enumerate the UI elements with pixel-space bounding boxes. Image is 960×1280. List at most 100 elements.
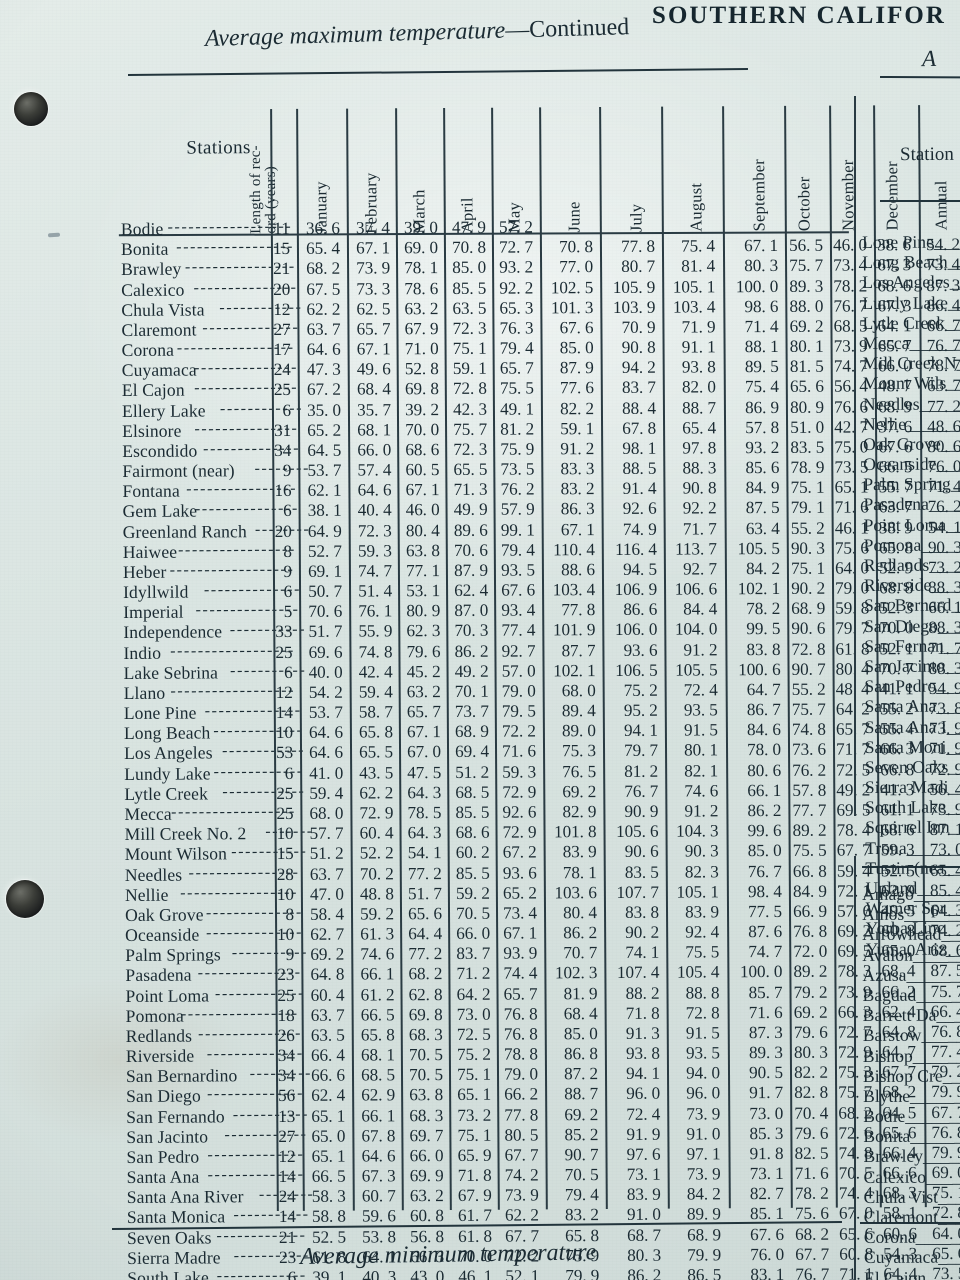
cell-value: 65. 4 bbox=[682, 418, 717, 438]
cell-value: 100. 6 bbox=[738, 659, 781, 680]
cell-value: 72. 2 bbox=[501, 721, 536, 741]
cell-value: 70. 2 bbox=[359, 863, 394, 884]
cell-value: 66. 0 bbox=[456, 923, 491, 943]
cell-value: 76. 5 bbox=[562, 761, 597, 781]
station-name: Corona bbox=[121, 339, 175, 361]
running-head: SOUTHERN CALIFOR bbox=[651, 2, 946, 29]
cell-value: 82. 7 bbox=[749, 1184, 784, 1204]
cell-value: 104. 3 bbox=[676, 821, 719, 841]
cell-value: 64. 6 bbox=[306, 339, 341, 359]
cell-value: 51. 7 bbox=[407, 883, 442, 903]
cell-value: 91. 8 bbox=[749, 1143, 784, 1164]
cell-value: 64. 6 bbox=[357, 480, 392, 500]
cell-value: 67. 1 bbox=[744, 236, 779, 256]
caption-right-fragment: A bbox=[921, 45, 937, 72]
cell-value: 73. 2 bbox=[457, 1105, 492, 1125]
cell-value: 105. 4 bbox=[676, 962, 720, 982]
cell-value: 54. 2 bbox=[308, 682, 343, 702]
cell-value: 105. 1 bbox=[672, 276, 716, 297]
cell-value: 71. 8 bbox=[625, 1003, 660, 1023]
cell-value: 73. 4 bbox=[503, 903, 538, 923]
cell-value: 68. 6 bbox=[405, 439, 440, 460]
cell-value: 92. 7 bbox=[501, 641, 536, 661]
cell-value: 79. 5 bbox=[501, 701, 536, 721]
cell-value: 73. 1 bbox=[749, 1164, 784, 1184]
cell-value: 70. 5 bbox=[456, 903, 491, 923]
cell-value: 75. 1 bbox=[790, 558, 825, 578]
leader-dots: ----------- bbox=[230, 661, 307, 680]
cell-value: 24 bbox=[278, 1187, 296, 1207]
cell-value: 74. 8 bbox=[791, 719, 826, 740]
cell-value: 84. 9 bbox=[745, 478, 780, 498]
cell-value: 105. 9 bbox=[612, 277, 656, 297]
cell-value: 39. 0 bbox=[403, 218, 438, 238]
side-station-row: San Fernan___ bbox=[864, 635, 960, 656]
cell-value: 73. 9 bbox=[504, 1185, 539, 1205]
station-name: Santa Monica bbox=[126, 1206, 226, 1228]
cell-value: 67. 1 bbox=[356, 339, 391, 359]
cell-value: 15 bbox=[276, 844, 294, 864]
cell-value: 90. 6 bbox=[624, 842, 659, 862]
cell-value: 57. 8 bbox=[745, 417, 780, 437]
cell-value: 101. 8 bbox=[554, 822, 597, 842]
cell-value: 89. 4 bbox=[561, 701, 596, 721]
cell-value: 83. 8 bbox=[746, 639, 781, 659]
cell-value: 76. 8 bbox=[503, 1024, 538, 1044]
cell-value: 72. 5 bbox=[456, 1024, 491, 1044]
leader-dots: ----------- bbox=[233, 1206, 310, 1224]
cell-value: 20 bbox=[273, 279, 291, 299]
cell-value: 65. 7 bbox=[406, 702, 441, 722]
cell-value: 83. 9 bbox=[562, 842, 597, 862]
cell-value: 67. 7 bbox=[795, 1244, 830, 1264]
cell-value: 58. 8 bbox=[311, 1207, 346, 1227]
cell-value: 53 bbox=[275, 743, 294, 763]
cell-value: 92. 4 bbox=[685, 922, 720, 942]
cell-value: 85. 2 bbox=[564, 1124, 599, 1145]
cell-value: 90. 7 bbox=[791, 659, 826, 679]
cell-value: 64. 3 bbox=[407, 782, 442, 803]
side-station-row: Pasadena_____ bbox=[863, 493, 960, 515]
cell-value: 18 bbox=[277, 1005, 295, 1025]
cell-value: 63. 7 bbox=[309, 864, 344, 884]
cell-value: 62. 7 bbox=[310, 924, 345, 944]
cell-value: 59. 3 bbox=[357, 541, 392, 561]
station-name: Escondido bbox=[122, 440, 198, 461]
cell-value: 57. 7 bbox=[309, 823, 344, 843]
cell-value: 66. 4 bbox=[310, 1045, 345, 1065]
cell-value: 105. 5 bbox=[737, 538, 780, 558]
cell-value: 59. 2 bbox=[360, 904, 395, 924]
cell-value: 88. 8 bbox=[685, 982, 720, 1003]
cell-value: 77. 8 bbox=[621, 236, 656, 257]
cell-value: 83. 7 bbox=[456, 943, 491, 964]
cell-value: 103. 4 bbox=[552, 580, 596, 600]
cell-value: 99. 6 bbox=[747, 821, 782, 841]
side-station-row: South Lake___ bbox=[864, 796, 960, 818]
cell-value: 76. 1 bbox=[358, 601, 393, 621]
side-station-row: Santa Ana I__ bbox=[864, 715, 960, 737]
cell-value: 93. 5 bbox=[683, 700, 718, 720]
station-name: South Lake bbox=[127, 1267, 209, 1280]
cell-value: 74. 8 bbox=[358, 641, 393, 662]
cell-value: 65. 9 bbox=[457, 1145, 492, 1165]
cell-value: 78. 2 bbox=[746, 599, 781, 619]
cell-value: 69. 7 bbox=[409, 1125, 444, 1145]
cell-value: 94. 5 bbox=[622, 559, 657, 579]
cell-value: 38. 1 bbox=[307, 501, 342, 521]
cell-value: 94. 2 bbox=[621, 357, 656, 378]
cell-value: 21 bbox=[278, 1227, 297, 1247]
side-header-rule bbox=[880, 200, 960, 202]
cell-value: 68. 2 bbox=[795, 1224, 830, 1244]
station-name: San Fernando bbox=[126, 1105, 225, 1127]
cell-value: 74. 1 bbox=[625, 942, 660, 963]
cell-value: 93. 8 bbox=[625, 1043, 660, 1063]
station-name: Lake Sebrina bbox=[123, 662, 219, 683]
cell-value: 96. 0 bbox=[686, 1083, 721, 1103]
cell-value: 102. 1 bbox=[737, 579, 781, 599]
cell-value: 97. 6 bbox=[626, 1144, 661, 1164]
side-station-row: Brawley______ bbox=[863, 1145, 960, 1167]
cell-value: 59. 4 bbox=[358, 682, 393, 702]
side-station-row: Lundy Lake___ bbox=[862, 291, 960, 313]
cell-value: 87. 5 bbox=[745, 498, 780, 518]
cell-value: 110. 4 bbox=[553, 539, 595, 560]
side-station-row: Blythe_______ bbox=[863, 1085, 960, 1106]
